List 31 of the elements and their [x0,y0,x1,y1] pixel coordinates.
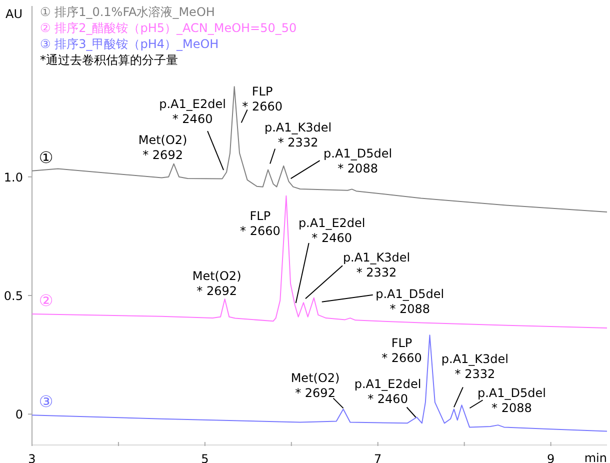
x-tick-label: 7 [374,452,382,463]
annotation: p.A1_E2del * 2460 [354,377,422,406]
peak-label: Met(O2) * 2692 [192,269,242,298]
x-tick-label: 3 [28,452,36,463]
y-tick-label: 1.0 [4,170,23,184]
peak-label: Met(O2) * 2692 [138,132,188,162]
annotation: p.A1_D5del * 2088 [376,286,444,316]
peak-label: p.A1_D5del * 2088 [321,286,444,316]
annotation: ① [38,148,54,167]
x-tick-label: 9 [546,452,555,463]
y-tick-label: 0.5 [4,289,23,304]
y-tick-label: 0 [15,408,23,422]
peak-label: FLP * 2660 [382,336,422,366]
y-axis-title: AU [6,7,22,21]
peak-label: Met(O2) * 2692 [290,371,344,409]
annotation: FLP * 2660 [242,84,283,114]
annotation: Met(O2) * 2692 [290,371,340,400]
peak-label: p.A1_E2del * 2460 [354,377,422,418]
x-axis-title: min [584,451,607,463]
peak-label: FLP * 2660 [240,208,280,238]
peak-label: p.A1_D5del * 2088 [469,386,546,416]
annotation: ② [38,291,54,310]
annotation: ③ [38,392,54,412]
annotation: p.A1_E2del * 2460 [298,216,366,245]
annotation: p.A1_E2del * 2460 [159,97,226,126]
annotation: p.A1_K3del * 2332 [441,352,509,382]
peak-label: FLP * 2660 [240,84,282,124]
legend: ① 排序1_0.1%FA水溶液_MeOH ② 排序2_醋酸铵（pH5）_ACN_MeOH=50_50 ③ 排序3_甲酸铵（pH4）_MeOH [40,5,297,51]
x-tick-label: 5 [201,452,209,463]
annotation: p.A1_K3del * 2332 [342,250,410,280]
annotation: *通过去卷积估算的分子量 [40,53,178,67]
